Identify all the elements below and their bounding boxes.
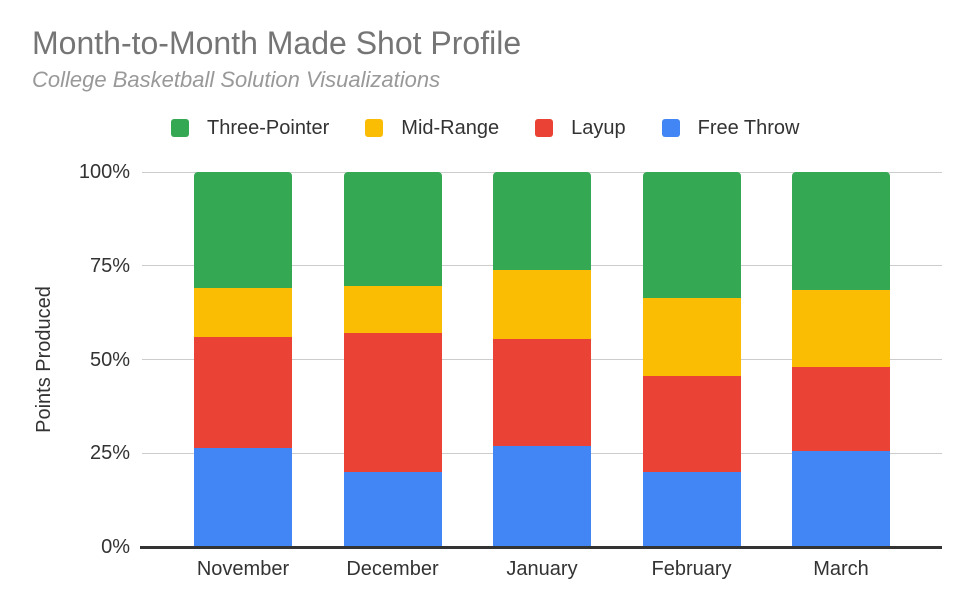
legend-swatch-mid-range (365, 119, 384, 137)
bar-segment-february-layup (642, 376, 741, 472)
bar-segment-february-mid-range (642, 297, 741, 377)
bar-segment-january-three-pointer (493, 172, 591, 270)
bar-segment-march-mid-range (792, 290, 890, 367)
legend-item-free-throw: Free Throw (661, 116, 800, 140)
bar-segment-december-layup (343, 333, 442, 472)
y-tick-label-50: 50% (89, 348, 130, 371)
bar-segment-february-free-throw (642, 472, 741, 547)
bar-segment-november-three-pointer (194, 172, 292, 289)
x-tick-label-november: November (196, 558, 290, 580)
y-tick-label-100: 100% (78, 161, 130, 183)
legend-swatch-free-throw (661, 119, 680, 137)
legend-swatch-layup (535, 119, 554, 137)
chart-subtitle: College Basketball Solution Visualizatio… (32, 67, 441, 92)
legend: Three-Pointer Mid-Range Layup Free Throw (171, 110, 800, 146)
bar-segment-november-free-throw (194, 447, 292, 547)
legend-item-three-pointer: Three-Pointer (171, 117, 329, 140)
legend-label: Three-Pointer (207, 116, 330, 139)
bar-segment-january-layup (493, 338, 591, 446)
y-tick-label-75: 75% (89, 254, 130, 277)
bar-segment-december-mid-range (343, 286, 442, 334)
legend-item-layup: Layup (535, 117, 626, 140)
x-axis-baseline (140, 546, 942, 549)
bar-segment-march-layup (792, 367, 890, 452)
legend-swatch-three-pointer (171, 119, 189, 137)
bar-segment-february-three-pointer (642, 172, 741, 298)
chart-title: Month-to-Month Made Shot Profile (32, 25, 522, 61)
bar-segment-december-free-throw (343, 472, 442, 547)
bar-segment-november-mid-range (194, 288, 292, 337)
legend-item-mid-range: Mid-Range (365, 117, 499, 140)
x-tick-label-january: January (506, 558, 578, 580)
legend-label: Mid-Range (401, 116, 500, 139)
bar-segment-january-mid-range (493, 269, 591, 339)
plot-area (140, 171, 942, 549)
bar-segment-january-free-throw (493, 445, 591, 547)
bar-segment-march-free-throw (792, 451, 890, 547)
legend-label: Layup (571, 116, 626, 139)
bar-segment-november-layup (194, 337, 292, 448)
x-tick-label-december: December (346, 558, 439, 580)
y-tick-label-25: 25% (89, 442, 130, 465)
y-tick-label-0: 0% (101, 536, 130, 558)
bar-segment-march-three-pointer (792, 172, 890, 291)
x-tick-label-february: February (651, 558, 732, 580)
x-tick-label-march: March (813, 558, 869, 580)
legend-label: Free Throw (697, 116, 800, 139)
bar-segment-december-three-pointer (343, 172, 442, 287)
